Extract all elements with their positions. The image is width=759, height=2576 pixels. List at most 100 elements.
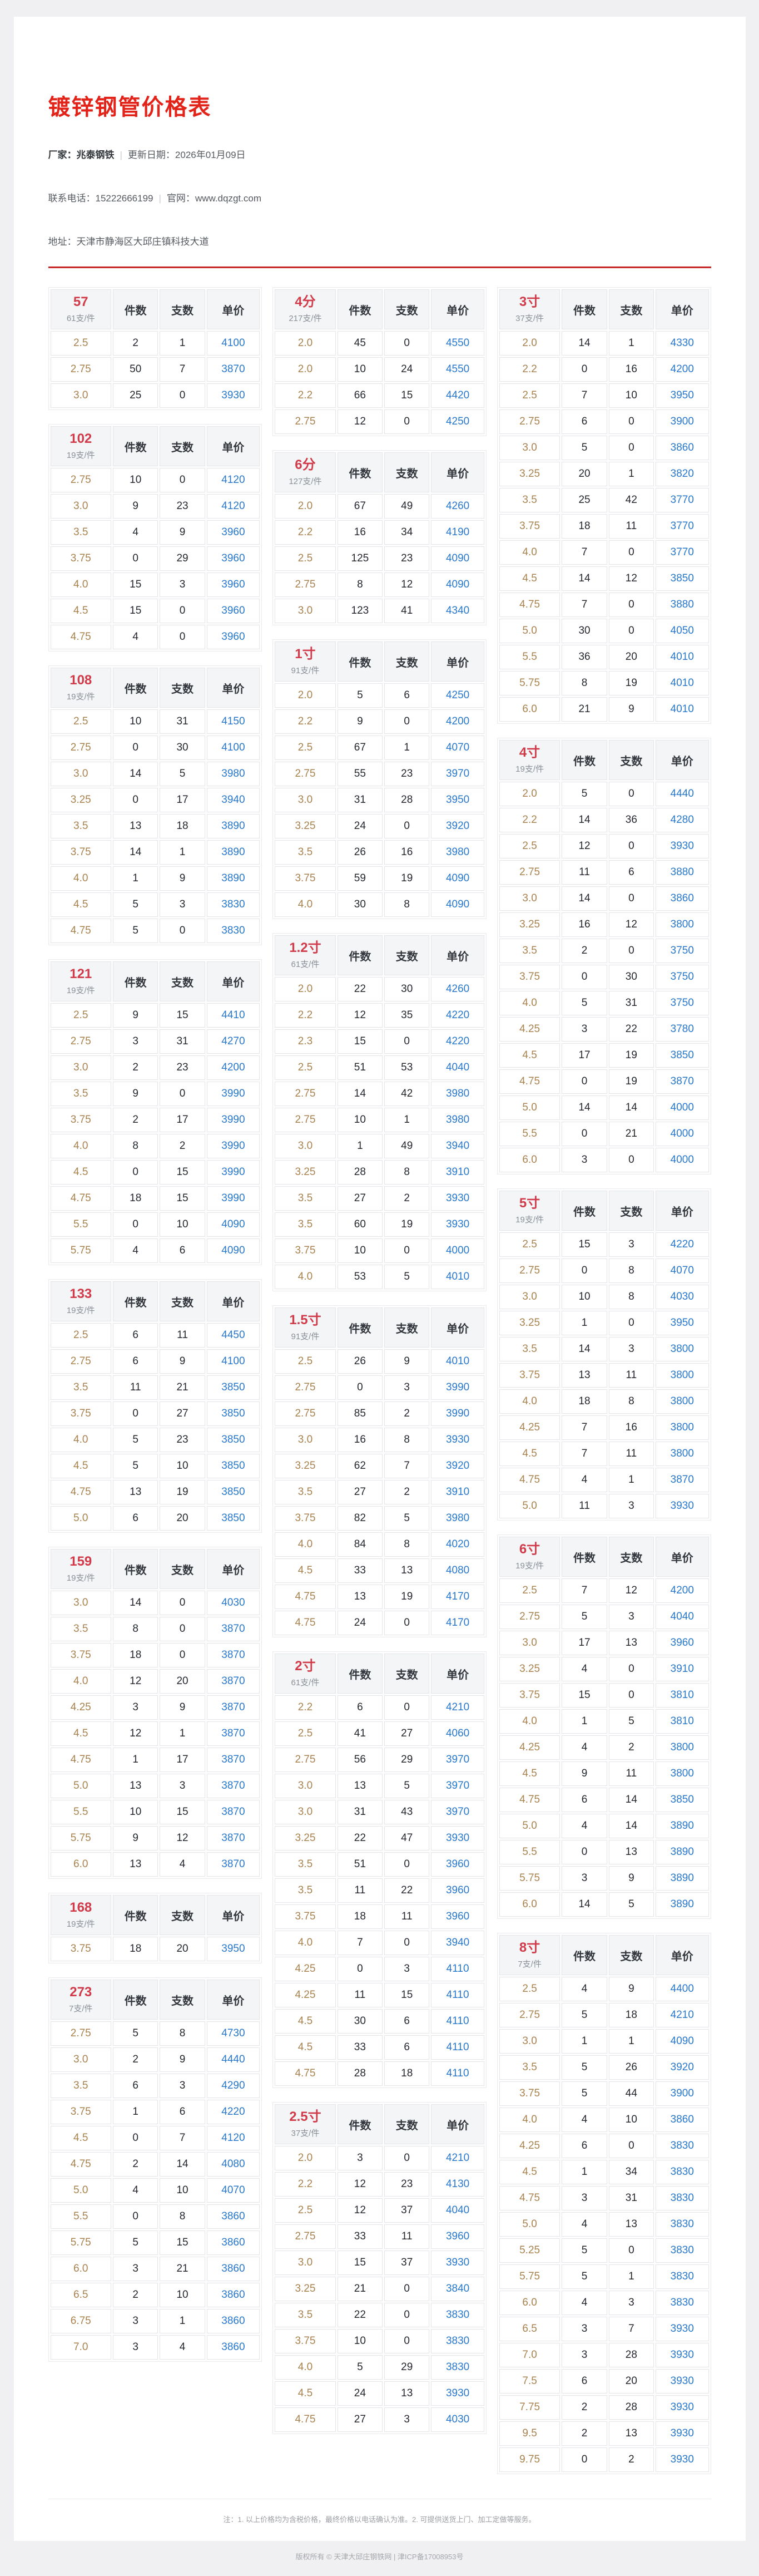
qty-cell: 14	[113, 762, 158, 786]
thickness-cell: 5.5	[50, 1800, 112, 1824]
column-header: 单价	[206, 961, 260, 1001]
thickness-cell: 3.0	[50, 2047, 112, 2072]
qty-cell: 0	[562, 357, 607, 382]
thickness-cell: 5.25	[499, 2238, 560, 2263]
qty-cell: 3	[562, 2343, 607, 2367]
qty-cell: 14	[562, 1337, 607, 1361]
qty-cell: 6	[337, 1695, 383, 1720]
table-row: 4.0 18 8 3800	[499, 1389, 709, 1414]
size-header-cell: 1寸 91支/件	[275, 641, 336, 682]
qty-cell: 125	[337, 546, 383, 571]
table-row: 7.75 2 28 3930	[499, 2395, 709, 2420]
table-row: 4.5 12 1 3870	[50, 1721, 260, 1746]
qty-cell: 0	[562, 1259, 607, 1283]
pieces-cell: 15	[384, 1983, 430, 2007]
qty-cell: 59	[337, 866, 383, 891]
thickness-cell: 2.5	[499, 383, 560, 408]
table-row: 2.75 3 31 4270	[50, 1029, 260, 1054]
table-row: 5.75 4 6 4090	[50, 1238, 260, 1263]
price-cell: 3890	[656, 1840, 709, 1864]
qty-cell: 27	[337, 1186, 383, 1211]
pieces-cell: 19	[384, 1585, 430, 1609]
qty-cell: 50	[113, 357, 158, 382]
qty-cell: 5	[337, 683, 383, 708]
thickness-cell: 4.0	[50, 1428, 112, 1452]
thickness-cell: 4.0	[50, 866, 112, 891]
price-cell: 3850	[656, 1788, 709, 1812]
price-cell: 3850	[656, 566, 709, 591]
table-header-row: 2寸 61支/件 件数 支数 单价	[275, 1654, 484, 1694]
table-row: 3.5 11 22 3960	[275, 1878, 484, 1903]
thickness-cell: 2.75	[275, 762, 336, 786]
qty-cell: 11	[562, 860, 607, 885]
qty-cell: 4	[562, 2291, 607, 2315]
price-cell: 4010	[431, 1349, 484, 1374]
qty-cell: 51	[337, 1852, 383, 1877]
table-row: 3.0 31 28 3950	[275, 788, 484, 812]
column-header: 件数	[337, 2104, 383, 2144]
size-label: 121	[70, 966, 92, 982]
qty-cell: 18	[113, 1186, 158, 1211]
qty-cell: 0	[562, 1840, 607, 1864]
table-row: 3.75 18 20 3950	[50, 1937, 260, 1961]
size-header-cell: 108 19支/件	[50, 668, 112, 708]
thickness-cell: 3.5	[275, 1186, 336, 1211]
table-row: 4.25 4 2 3800	[499, 1735, 709, 1760]
thickness-cell: 6.0	[499, 1148, 560, 1172]
price-cell: 3870	[206, 1774, 260, 1798]
column-header: 支数	[160, 668, 205, 708]
pieces-cell: 19	[384, 1212, 430, 1237]
table-row: 4.5 30 6 4110	[275, 2009, 484, 2034]
pieces-cell: 0	[384, 2303, 430, 2327]
thickness-cell: 3.25	[499, 1657, 560, 1681]
thickness-cell: 5.0	[50, 1774, 112, 1798]
thickness-cell: 3.0	[275, 1428, 336, 1452]
price-cell: 3820	[656, 462, 709, 486]
pieces-cell: 12	[160, 1826, 205, 1850]
thickness-cell: 5.0	[499, 619, 560, 643]
unit-label: 91支/件	[291, 1331, 320, 1341]
pieces-cell: 8	[384, 1532, 430, 1557]
table-row: 2.0 5 6 4250	[275, 683, 484, 708]
price-cell: 4260	[431, 494, 484, 519]
table-row: 3.75 0 30 3750	[499, 965, 709, 989]
table-row: 3.0 31 43 3970	[275, 1800, 484, 1824]
qty-cell: 15	[337, 2251, 383, 2275]
column-header: 单价	[431, 641, 484, 682]
price-table: 102 19支/件 件数 支数 单价 2.75 10 0 4120 3.0 9 23 4120 3.5 4 9…	[48, 424, 262, 652]
pieces-cell: 8	[384, 1160, 430, 1185]
thickness-cell: 3.0	[50, 1055, 112, 1080]
qty-cell: 3	[337, 2146, 383, 2170]
price-cell: 3810	[656, 1683, 709, 1708]
thickness-cell: 4.5	[275, 2381, 336, 2406]
thickness-cell: 4.75	[275, 1611, 336, 1635]
thickness-cell: 4.0	[275, 1532, 336, 1557]
table-row: 4.75 2 14 4080	[50, 2152, 260, 2177]
price-cell: 3970	[431, 1748, 484, 1772]
pieces-cell: 5	[384, 1506, 430, 1531]
price-table: 2寸 61支/件 件数 支数 单价 2.2 6 0 4210 2.5 41 27 4060 2.75 56 2…	[272, 1651, 487, 2088]
pieces-cell: 4	[160, 1852, 205, 1877]
table-row: 3.25 16 12 3800	[499, 912, 709, 937]
pieces-cell: 29	[384, 1748, 430, 1772]
column-header: 件数	[113, 289, 158, 329]
qty-cell: 5	[113, 1428, 158, 1452]
qty-cell: 13	[337, 1585, 383, 1609]
pieces-cell: 0	[608, 409, 654, 434]
table-row: 2.75 10 0 4120	[50, 468, 260, 492]
column-header: 件数	[337, 1307, 383, 1348]
table-row: 6.0 3 21 3860	[50, 2257, 260, 2281]
table-row: 2.2 9 0 4200	[275, 709, 484, 734]
pieces-cell: 34	[608, 2160, 654, 2184]
pieces-cell: 14	[608, 1788, 654, 1812]
update-date: 2026年01月09日	[175, 150, 246, 160]
size-label: 8寸	[519, 1940, 540, 1956]
column-header: 单价	[656, 1537, 709, 1577]
thickness-cell: 3.0	[499, 1285, 560, 1309]
qty-cell: 0	[337, 1375, 383, 1400]
qty-cell: 1	[113, 1748, 158, 1772]
column-header: 件数	[337, 641, 383, 682]
table-row: 2.2 12 23 4130	[275, 2172, 484, 2197]
qty-cell: 22	[337, 2303, 383, 2327]
pieces-cell: 3	[160, 892, 205, 917]
